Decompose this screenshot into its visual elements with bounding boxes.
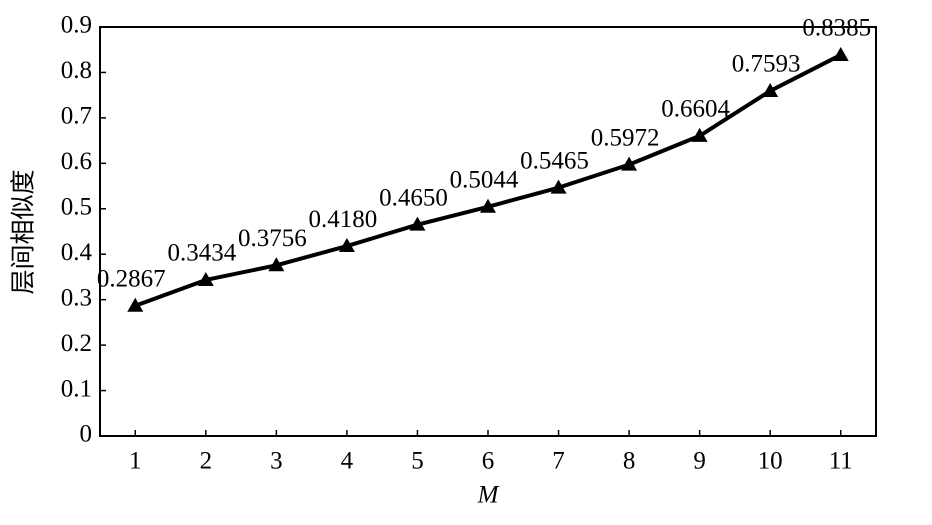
x-tick-label: 11	[829, 448, 853, 475]
data-label: 0.2867	[97, 265, 166, 292]
x-tick-label: 8	[623, 448, 636, 475]
y-tick-label: 0.9	[61, 12, 92, 39]
triangle-marker	[480, 198, 496, 213]
x-axis-label: M	[477, 482, 500, 509]
triangle-marker	[691, 127, 708, 142]
triangle-marker	[409, 216, 426, 231]
y-tick-label: 0.1	[61, 375, 92, 402]
triangle-marker	[621, 156, 638, 171]
data-label: 0.3434	[167, 240, 236, 267]
x-tick-label: 7	[552, 448, 565, 475]
data-label: 0.5465	[520, 147, 589, 174]
y-tick-label: 0.8	[61, 57, 92, 84]
x-tick-label: 3	[270, 448, 283, 475]
x-tick-label: 10	[758, 448, 783, 475]
triangle-marker	[762, 82, 779, 97]
triangle-marker	[197, 271, 214, 286]
x-tick-label: 6	[482, 448, 495, 475]
x-tick-label: 5	[411, 448, 424, 475]
data-label: 0.7593	[732, 51, 801, 78]
triangle-marker	[832, 46, 849, 61]
data-label: 0.5044	[450, 167, 519, 194]
y-tick-label: 0.5	[61, 194, 92, 221]
plot-frame	[99, 26, 877, 437]
x-tick-label: 9	[693, 448, 706, 475]
y-tick-label: 0	[80, 421, 93, 448]
y-axis-label: 层间相似度	[10, 169, 38, 294]
y-tick-label: 0.6	[61, 148, 92, 175]
x-tick-label: 4	[341, 448, 354, 475]
triangle-marker	[338, 238, 355, 253]
y-tick-label: 0.4	[61, 239, 93, 266]
data-label: 0.4650	[379, 184, 448, 211]
y-tick-label: 0.3	[61, 284, 92, 311]
triangle-marker	[550, 179, 567, 194]
triangle-marker	[268, 257, 285, 272]
y-tick-label: 0.7	[61, 103, 92, 130]
triangle-marker	[127, 297, 144, 312]
y-tick-label: 0.2	[61, 330, 92, 357]
x-tick-label: 1	[129, 448, 142, 475]
data-label: 0.3756	[238, 225, 307, 252]
data-label: 0.8385	[802, 15, 871, 42]
data-label: 0.6604	[661, 96, 730, 123]
x-tick-label: 2	[200, 448, 213, 475]
data-label: 0.4180	[309, 206, 378, 233]
data-label: 0.5972	[591, 124, 660, 151]
